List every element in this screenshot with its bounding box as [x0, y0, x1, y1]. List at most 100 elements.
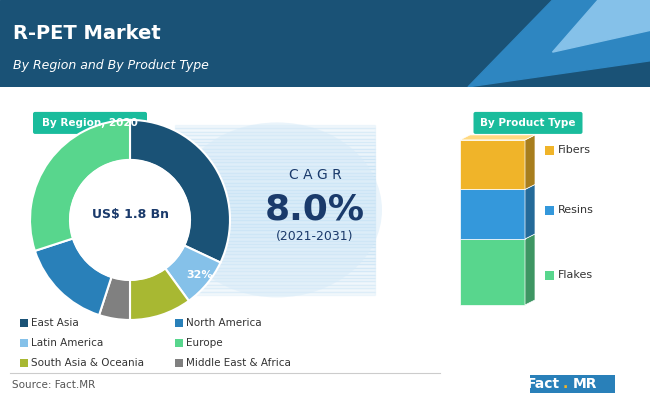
Bar	[545, 146, 554, 155]
Text: US$ 1.8 Bn: US$ 1.8 Bn	[92, 209, 168, 222]
Polygon shape	[468, 0, 650, 87]
Bar	[175, 258, 375, 261]
Bar	[175, 166, 375, 169]
Bar	[175, 251, 375, 254]
Bar	[175, 244, 375, 247]
Text: By Region, 2020: By Region, 2020	[42, 118, 138, 128]
Bar	[175, 271, 375, 275]
FancyBboxPatch shape	[473, 112, 582, 134]
Bar	[545, 271, 554, 280]
Bar	[175, 247, 375, 251]
Text: R-PET Market: R-PET Market	[13, 24, 161, 43]
Bar	[175, 132, 375, 135]
Wedge shape	[99, 277, 130, 320]
Text: MR: MR	[573, 377, 597, 391]
Bar	[545, 206, 554, 215]
Bar	[175, 128, 375, 132]
Bar	[175, 234, 375, 237]
Bar	[175, 264, 375, 268]
Bar	[175, 200, 375, 203]
Bar	[175, 210, 375, 213]
Bar	[175, 220, 375, 224]
Bar	[175, 203, 375, 207]
Bar	[175, 173, 375, 176]
Bar	[175, 207, 375, 210]
Text: By Product Type: By Product Type	[480, 118, 576, 128]
Text: 8.0%: 8.0%	[265, 193, 365, 227]
Bar	[175, 241, 375, 244]
Text: Fibers: Fibers	[558, 145, 591, 155]
Wedge shape	[130, 120, 230, 263]
Text: 32%: 32%	[187, 270, 213, 280]
Text: Latin America: Latin America	[31, 338, 103, 348]
Bar	[175, 292, 375, 295]
Bar	[460, 140, 525, 190]
Bar	[20, 339, 28, 347]
Wedge shape	[130, 269, 188, 320]
Text: (2021-2031): (2021-2031)	[276, 230, 354, 243]
Text: Resins: Resins	[558, 205, 594, 215]
Text: Fact: Fact	[527, 377, 560, 391]
Text: Source: Fact.MR: Source: Fact.MR	[12, 380, 96, 390]
Bar	[175, 183, 375, 186]
Bar	[175, 278, 375, 281]
Bar	[175, 149, 375, 152]
Bar	[175, 196, 375, 200]
Bar	[175, 176, 375, 179]
Bar	[460, 239, 525, 305]
Polygon shape	[525, 234, 535, 305]
Bar	[175, 217, 375, 220]
Text: .: .	[563, 377, 568, 391]
Bar	[175, 285, 375, 288]
Polygon shape	[525, 135, 535, 190]
Bar	[175, 169, 375, 173]
Polygon shape	[552, 0, 650, 52]
Bar	[175, 190, 375, 193]
Bar	[175, 179, 375, 183]
Bar	[175, 159, 375, 162]
Bar	[175, 359, 183, 367]
Bar	[175, 186, 375, 190]
Text: East Asia: East Asia	[31, 318, 79, 328]
Circle shape	[70, 160, 190, 280]
Text: C A G R: C A G R	[289, 168, 341, 182]
Bar	[175, 193, 375, 196]
Bar	[175, 268, 375, 271]
Bar	[175, 162, 375, 166]
Text: By Region and By Product Type: By Region and By Product Type	[13, 59, 209, 72]
Text: North America: North America	[186, 318, 261, 328]
Text: Middle East & Africa: Middle East & Africa	[186, 358, 291, 368]
Bar	[175, 261, 375, 264]
Bar	[460, 190, 525, 239]
Bar	[175, 319, 183, 327]
Bar	[175, 275, 375, 278]
Bar	[175, 125, 375, 128]
Bar	[175, 135, 375, 139]
Text: South Asia & Oceania: South Asia & Oceania	[31, 358, 144, 368]
Bar	[20, 359, 28, 367]
Bar	[175, 224, 375, 227]
Bar	[175, 230, 375, 234]
FancyBboxPatch shape	[33, 112, 147, 134]
Wedge shape	[30, 120, 130, 251]
Bar	[175, 254, 375, 258]
Polygon shape	[460, 135, 535, 140]
Ellipse shape	[172, 122, 382, 297]
Text: Europe: Europe	[186, 338, 222, 348]
Bar	[175, 145, 375, 149]
Bar	[175, 288, 375, 292]
Bar	[175, 227, 375, 230]
Bar	[175, 142, 375, 145]
Text: Flakes: Flakes	[558, 270, 593, 280]
Bar	[175, 339, 183, 347]
Wedge shape	[35, 239, 111, 315]
Bar	[175, 213, 375, 217]
Bar	[20, 319, 28, 327]
Bar	[175, 139, 375, 142]
Wedge shape	[165, 246, 220, 301]
Bar	[175, 156, 375, 159]
Bar	[175, 152, 375, 156]
Bar	[175, 237, 375, 241]
FancyBboxPatch shape	[530, 375, 615, 393]
Bar	[175, 281, 375, 285]
